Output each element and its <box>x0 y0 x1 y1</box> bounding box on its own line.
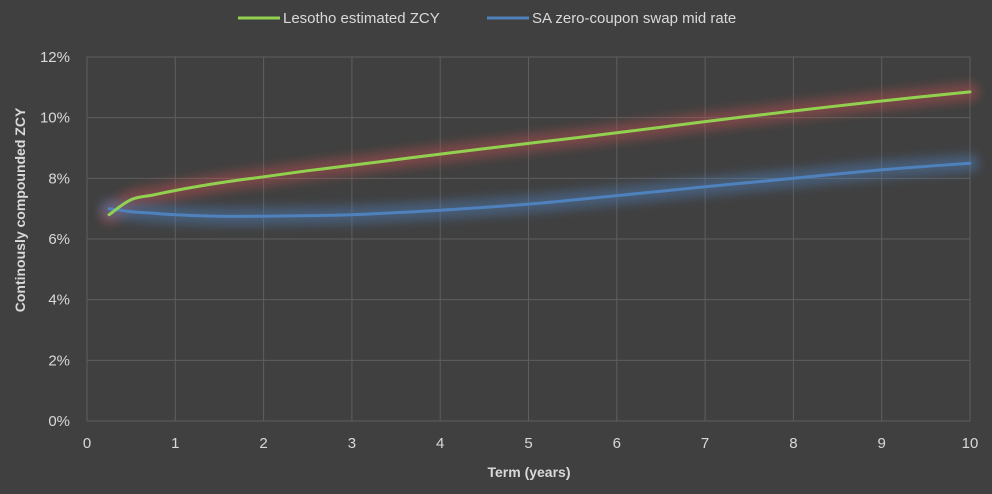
tick-labels: 0 1 2 3 4 5 6 7 8 9 10 0% 2% 4% 6% 8% 10% 12% <box>40 49 978 452</box>
legend-label: SA zero-coupon swap mid rate <box>532 10 736 27</box>
x-tick-label: 4 <box>436 435 444 452</box>
x-tick-label: 6 <box>613 435 621 452</box>
series-line-0 <box>107 90 972 217</box>
series-layer <box>100 82 979 226</box>
x-tick-label: 10 <box>962 435 979 452</box>
legend-label: Lesotho estimated ZCY <box>283 10 440 27</box>
x-tick-label: 8 <box>789 435 797 452</box>
y-tick-label: 12% <box>40 49 70 66</box>
x-tick-label: 7 <box>701 435 709 452</box>
x-tick-label: 3 <box>348 435 356 452</box>
x-tick-label: 5 <box>524 435 532 452</box>
y-tick-label: 0% <box>48 413 70 430</box>
series-line-1 <box>107 161 972 218</box>
y-tick-label: 10% <box>40 110 70 127</box>
y-tick-label: 6% <box>48 231 70 248</box>
x-tick-label: 0 <box>83 435 91 452</box>
y-axis-title: Continously compounded ZCY <box>12 107 28 312</box>
y-tick-label: 2% <box>48 352 70 369</box>
x-axis-title: Term (years) <box>487 464 570 480</box>
y-tick-label: 8% <box>48 170 70 187</box>
x-tick-label: 1 <box>171 435 179 452</box>
x-tick-label: 9 <box>878 435 886 452</box>
x-tick-label: 2 <box>259 435 267 452</box>
legend: Lesotho estimated ZCY SA zero-coupon swap… <box>238 10 736 27</box>
y-tick-label: 4% <box>48 292 70 309</box>
